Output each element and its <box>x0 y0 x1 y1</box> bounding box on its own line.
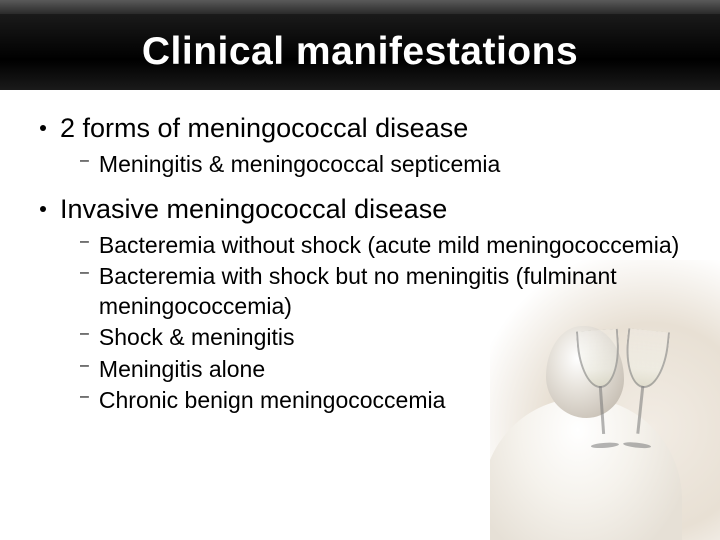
sub-bullet-list: – Bacteremia without shock (acute mild m… <box>80 231 690 416</box>
bullet-text: Invasive meningococcal disease <box>60 193 447 227</box>
dash-icon: – <box>80 357 89 375</box>
dash-icon: – <box>80 264 89 282</box>
bullet-dot-icon <box>40 125 46 131</box>
list-item: 2 forms of meningococcal disease – Menin… <box>40 112 690 179</box>
slide-title: Clinical manifestations <box>142 30 578 74</box>
sub-bullet-text: Meningitis & meningococcal septicemia <box>99 150 500 179</box>
dash-icon: – <box>80 325 89 343</box>
list-item: – Meningitis alone <box>80 355 690 384</box>
list-item: – Chronic benign meningococcemia <box>80 386 690 415</box>
header-bar: Clinical manifestations <box>0 0 720 90</box>
list-item: Invasive meningococcal disease – Bactere… <box>40 193 690 415</box>
dash-icon: – <box>80 388 89 406</box>
header-top-strip <box>0 0 720 14</box>
sub-bullet-text: Chronic benign meningococcemia <box>99 386 445 415</box>
bullet-list: 2 forms of meningococcal disease – Menin… <box>40 112 690 416</box>
list-item: – Shock & meningitis <box>80 323 690 352</box>
bullet-text: 2 forms of meningococcal disease <box>60 112 468 146</box>
dash-icon: – <box>80 233 89 251</box>
list-item: – Bacteremia with shock but no meningiti… <box>80 262 690 321</box>
sub-bullet-text: Bacteremia with shock but no meningitis … <box>99 262 690 321</box>
sub-bullet-text: Meningitis alone <box>99 355 265 384</box>
list-item: – Meningitis & meningococcal septicemia <box>80 150 690 179</box>
list-item: – Bacteremia without shock (acute mild m… <box>80 231 690 260</box>
title-band: Clinical manifestations <box>0 14 720 90</box>
sub-bullet-text: Bacteremia without shock (acute mild men… <box>99 231 679 260</box>
dash-icon: – <box>80 152 89 170</box>
sub-bullet-list: – Meningitis & meningococcal septicemia <box>80 150 690 179</box>
bullet-dot-icon <box>40 206 46 212</box>
sub-bullet-text: Shock & meningitis <box>99 323 295 352</box>
content-area: 2 forms of meningococcal disease – Menin… <box>0 90 720 416</box>
